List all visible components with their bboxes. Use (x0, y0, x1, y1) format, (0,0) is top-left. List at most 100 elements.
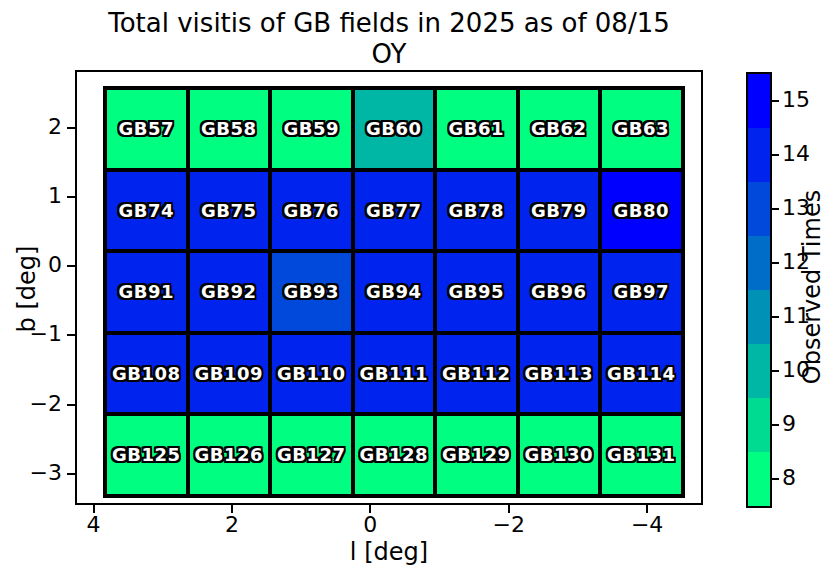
heatmap-cell-label: GB59 (283, 118, 339, 139)
heatmap-cell-gb78: GB78 (435, 170, 518, 252)
y-tick-mark (67, 473, 75, 475)
chart-title-line2: OY (75, 39, 703, 70)
heatmap-cell-gb80: GB80 (600, 170, 683, 252)
x-tick-label: −2 (492, 512, 524, 537)
heatmap-cell-label: GB91 (118, 281, 174, 302)
x-tick-label: 2 (225, 512, 239, 537)
heatmap-cell-label: GB78 (448, 200, 504, 221)
heatmap-cell-label: GB114 (607, 363, 676, 384)
heatmap-cell-gb96: GB96 (518, 251, 601, 333)
heatmap-cell-gb125: GB125 (105, 414, 188, 496)
chart-title: Total visitis of GB fields in 2025 as of… (75, 8, 703, 70)
heatmap-cell-gb128: GB128 (353, 414, 436, 496)
colorbar-tick-mark (772, 478, 779, 480)
heatmap-cell-gb131: GB131 (600, 414, 683, 496)
y-tick-label: 2 (0, 114, 62, 139)
heatmap-cell-gb126: GB126 (188, 414, 271, 496)
colorbar-tick-label: 8 (782, 465, 796, 490)
x-tick-label: −4 (631, 512, 663, 537)
colorbar-segment-12 (748, 236, 770, 290)
y-tick-mark (67, 265, 75, 267)
heatmap-cell-label: GB62 (531, 118, 587, 139)
colorbar-label: Observed Times (798, 190, 826, 384)
y-tick-mark (67, 334, 75, 336)
heatmap-cell-gb97: GB97 (600, 251, 683, 333)
heatmap-cell-label: GB111 (359, 363, 428, 384)
x-tick-label: 0 (363, 512, 377, 537)
x-tick-label: 4 (87, 512, 101, 537)
y-tick-mark (67, 196, 75, 198)
heatmap-cell-label: GB74 (118, 200, 174, 221)
heatmap-cell-gb79: GB79 (518, 170, 601, 252)
x-axis-label: l [deg] (75, 538, 703, 566)
colorbar-tick-mark (772, 424, 779, 426)
heatmap-cell-gb94: GB94 (353, 251, 436, 333)
y-tick-label: −2 (0, 391, 62, 416)
colorbar-tick-label: 15 (782, 87, 810, 112)
heatmap-cell-gb62: GB62 (518, 88, 601, 170)
heatmap-grid: GB57 GB58 GB59 GB60 GB61 GB62 GB63 GB74 GB75 GB76… (103, 86, 685, 498)
colorbar-tick-mark (772, 208, 779, 210)
heatmap-cell-label: GB109 (194, 363, 263, 384)
heatmap-cell-label: GB129 (442, 444, 511, 465)
y-tick-mark (67, 127, 75, 129)
heatmap-cell-gb92: GB92 (188, 251, 271, 333)
colorbar-tick-label: 14 (782, 141, 810, 166)
heatmap-cell-label: GB77 (366, 200, 422, 221)
heatmap-cell-label: GB113 (524, 363, 593, 384)
chart-title-line1: Total visitis of GB fields in 2025 as of… (75, 8, 703, 39)
heatmap-cell-gb76: GB76 (270, 170, 353, 252)
heatmap-cell-gb93: GB93 (270, 251, 353, 333)
colorbar-tick-mark (772, 154, 779, 156)
heatmap-cell-gb111: GB111 (353, 333, 436, 415)
heatmap-cell-gb112: GB112 (435, 333, 518, 415)
heatmap-cell-gb58: GB58 (188, 88, 271, 170)
heatmap-cell-label: GB108 (112, 363, 181, 384)
colorbar-tick-mark (772, 316, 779, 318)
heatmap-cell-label: GB80 (613, 200, 669, 221)
colorbar-segment-9 (748, 398, 770, 452)
heatmap-cell-label: GB58 (201, 118, 257, 139)
colorbar-segment-13 (748, 182, 770, 236)
colorbar-segment-8 (748, 452, 770, 506)
colorbar-segment-14 (748, 128, 770, 182)
heatmap-cell-label: GB95 (448, 281, 504, 302)
heatmap-cell-gb109: GB109 (188, 333, 271, 415)
colorbar-segment-11 (748, 290, 770, 344)
colorbar-segment-15 (748, 74, 770, 128)
y-tick-label: 1 (0, 183, 62, 208)
heatmap-cell-gb61: GB61 (435, 88, 518, 170)
heatmap-cell-label: GB125 (112, 444, 181, 465)
heatmap-cell-label: GB127 (277, 444, 346, 465)
heatmap-cell-label: GB75 (201, 200, 257, 221)
colorbar-tick-mark (772, 262, 779, 264)
heatmap-cell-label: GB61 (448, 118, 504, 139)
heatmap-cell-label: GB96 (531, 281, 587, 302)
heatmap-cell-gb113: GB113 (518, 333, 601, 415)
heatmap-cell-label: GB93 (283, 281, 339, 302)
heatmap-cell-label: GB92 (201, 281, 257, 302)
heatmap-cell-label: GB76 (283, 200, 339, 221)
heatmap-cell-label: GB110 (277, 363, 346, 384)
colorbar-tick-mark (772, 370, 779, 372)
heatmap-cell-gb60: GB60 (353, 88, 436, 170)
heatmap-cell-gb91: GB91 (105, 251, 188, 333)
heatmap-cell-gb108: GB108 (105, 333, 188, 415)
heatmap-cell-gb77: GB77 (353, 170, 436, 252)
heatmap-cell-gb110: GB110 (270, 333, 353, 415)
y-axis-label: b [deg] (13, 246, 41, 333)
heatmap-cell-gb127: GB127 (270, 414, 353, 496)
heatmap-cell-label: GB94 (366, 281, 422, 302)
colorbar-tick-label: 9 (782, 411, 796, 436)
colorbar-segment-10 (748, 344, 770, 398)
heatmap-cell-gb57: GB57 (105, 88, 188, 170)
heatmap-cell-gb129: GB129 (435, 414, 518, 496)
heatmap-cell-gb63: GB63 (600, 88, 683, 170)
heatmap-cell-label: GB79 (531, 200, 587, 221)
colorbar (746, 72, 772, 508)
heatmap-cell-label: GB126 (194, 444, 263, 465)
heatmap-cell-label: GB128 (359, 444, 428, 465)
heatmap-cell-label: GB60 (366, 118, 422, 139)
heatmap-cell-gb95: GB95 (435, 251, 518, 333)
figure: Total visitis of GB fields in 2025 as of… (0, 0, 835, 575)
